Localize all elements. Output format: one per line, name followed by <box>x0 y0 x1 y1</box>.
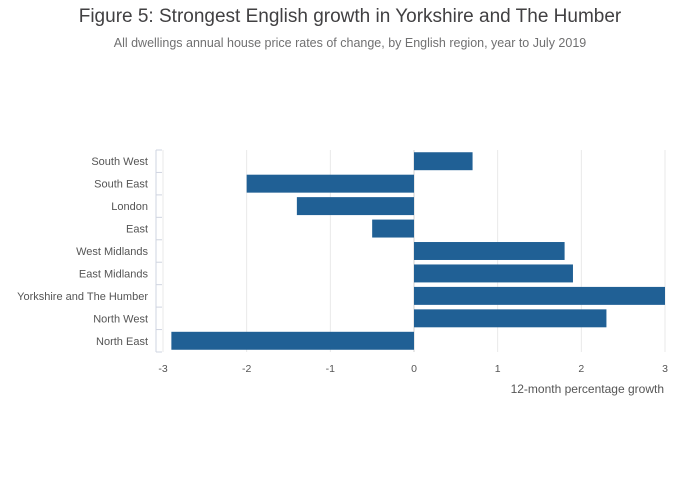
chart-title: Figure 5: Strongest English growth in Yo… <box>78 6 622 27</box>
x-tick-label: -3 <box>158 363 167 375</box>
x-axis-title: 12-month percentage growth <box>511 382 664 396</box>
x-tick-label: 0 <box>411 363 417 375</box>
x-tick-label: 3 <box>662 363 668 375</box>
category-label: North West <box>93 313 148 325</box>
bar <box>296 197 414 216</box>
category-label: South East <box>94 179 148 191</box>
category-label: West Midlands <box>76 246 148 258</box>
category-label: North East <box>96 336 148 348</box>
category-label: London <box>111 201 148 213</box>
x-tick-label: 2 <box>578 363 584 375</box>
bar <box>414 242 565 260</box>
category-label: South West <box>91 156 148 168</box>
bar <box>414 286 665 305</box>
bar <box>246 174 414 193</box>
x-tick-label: 1 <box>495 363 501 375</box>
bar <box>414 309 607 328</box>
bar <box>414 152 473 171</box>
bar <box>171 331 414 350</box>
bar <box>414 264 573 283</box>
category-label: East Midlands <box>79 268 149 280</box>
category-label: Yorkshire and The Humber <box>17 291 148 303</box>
category-label: East <box>126 224 148 236</box>
x-tick-label: -1 <box>326 363 335 375</box>
value-axis: -3 -2 -1 0 1 2 3 <box>158 363 668 375</box>
chart-subtitle: All dwellings annual house price rates o… <box>113 36 587 50</box>
bars <box>171 152 665 350</box>
x-tick-label: -2 <box>242 363 251 375</box>
category-axis: South West South East London East West Midla… <box>17 149 162 353</box>
bar <box>372 219 414 238</box>
